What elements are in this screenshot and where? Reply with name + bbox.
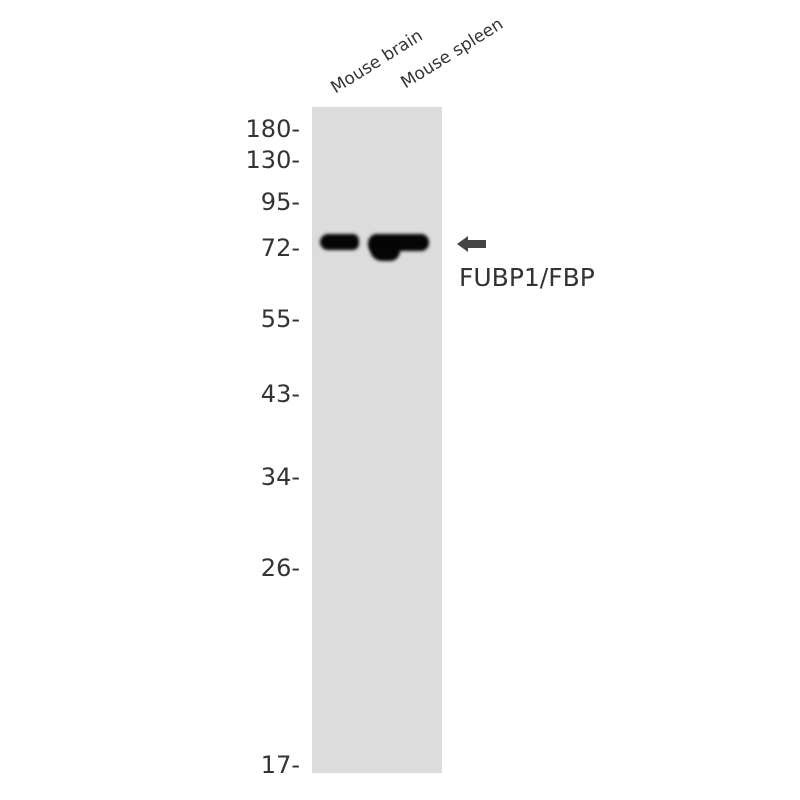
band-mouse-spleen-lower [370, 244, 400, 261]
blot-membrane [312, 107, 442, 773]
marker-72: 72- [260, 234, 300, 262]
marker-43: 43- [260, 380, 300, 408]
marker-34: 34- [260, 463, 300, 491]
target-protein-label: FUBP1/FBP [459, 263, 595, 292]
arrow-left-icon [457, 236, 486, 252]
marker-95: 95- [260, 188, 300, 216]
marker-55: 55- [260, 305, 300, 333]
marker-17: 17- [260, 751, 300, 779]
marker-180: 180- [245, 115, 300, 143]
marker-26: 26- [260, 554, 300, 582]
marker-130: 130- [245, 146, 300, 174]
band-mouse-brain [320, 234, 359, 250]
